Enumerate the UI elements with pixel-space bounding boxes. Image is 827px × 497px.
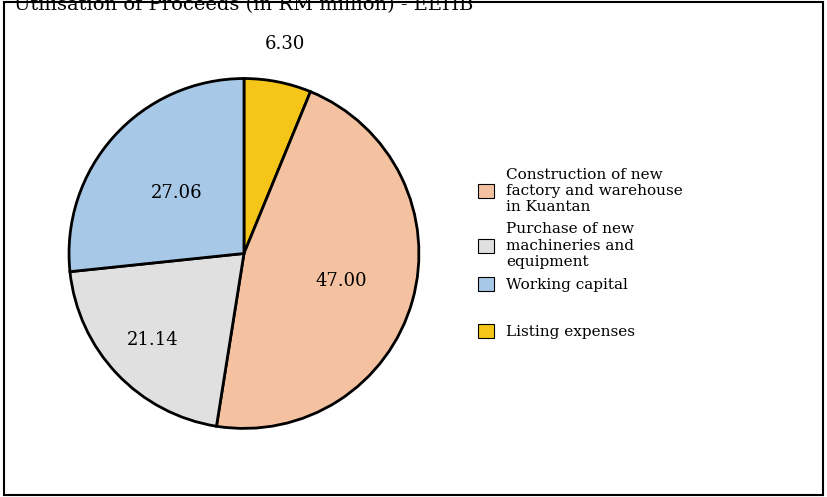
Text: 27.06: 27.06 [151,183,202,202]
Title: Utilisation of Proceeds (in RM million) - EEHB: Utilisation of Proceeds (in RM million) … [14,0,474,14]
Text: 6.30: 6.30 [265,35,305,53]
Wedge shape [217,91,419,428]
Wedge shape [69,79,244,272]
Text: 47.00: 47.00 [316,272,367,290]
Legend: Construction of new
factory and warehouse
in Kuantan, Purchase of new
machinerie: Construction of new factory and warehous… [471,160,691,347]
Text: 21.14: 21.14 [127,331,179,349]
Wedge shape [70,253,244,426]
Wedge shape [244,79,310,253]
